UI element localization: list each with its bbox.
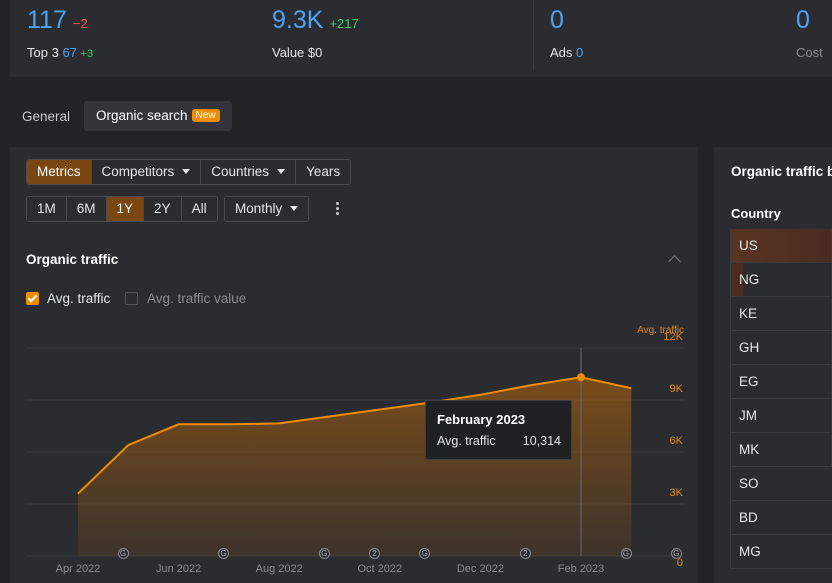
top3-value[interactable]: 67 [62, 45, 77, 60]
stat-traffic[interactable]: 9.3K +217 [272, 6, 359, 35]
stat-paid-traffic[interactable]: 0 [796, 6, 810, 35]
paid-keywords-value: 0 [550, 6, 564, 34]
x-tick-label: Apr 2022 [55, 563, 101, 575]
value-amount: $0 [307, 45, 323, 60]
location-panel-title-clip: Organic traffic by location [731, 164, 832, 179]
keywords-delta: −2 [72, 16, 88, 31]
google-update-marker[interactable]: G [318, 548, 330, 559]
annotation-count-marker[interactable]: 2 [519, 548, 531, 559]
y-tick-label: 3K [669, 487, 683, 499]
more-options-icon[interactable] [336, 202, 339, 217]
caret-down-icon [182, 169, 191, 174]
traffic-value: 9.3K [272, 6, 324, 34]
country-row-ng[interactable]: NG [730, 263, 832, 297]
countries-label: Countries [211, 164, 270, 179]
tooltip-label: Avg. traffic [437, 434, 496, 448]
google-update-marker[interactable]: G [419, 548, 431, 559]
location-panel-title: Organic traffic by location [731, 164, 832, 179]
country-row-mk[interactable]: MK [730, 433, 832, 467]
google-update-marker[interactable]: G [218, 548, 230, 559]
y-tick-label: 6K [669, 435, 683, 447]
granularity-select[interactable]: Monthly [225, 197, 309, 221]
top3-delta: +3 [80, 48, 94, 60]
stats-bar [10, 0, 832, 77]
country-list: US NG KE GH EG JM MK SO BD MG [730, 229, 832, 569]
google-update-marker[interactable]: G [670, 548, 682, 559]
granularity-label: Monthly [235, 201, 283, 216]
avg-traffic-value-checkbox[interactable] [125, 292, 138, 305]
value-label: Value [272, 45, 305, 60]
x-tick-label: Oct 2022 [357, 563, 403, 575]
stat-paid-traffic-sub: Cost [796, 45, 823, 60]
range-1y-button[interactable]: 1Y [106, 197, 145, 221]
years-button[interactable]: Years [296, 160, 351, 184]
granularity-dropdown[interactable]: Monthly [224, 196, 310, 222]
ads-value[interactable]: 0 [576, 45, 584, 60]
tab-organic-search-label: Organic search [96, 108, 188, 123]
y-tick-label: 9K [669, 383, 683, 395]
y-tick-label: 0 [676, 557, 683, 569]
caret-down-icon [277, 169, 286, 174]
range-1m-button[interactable]: 1M [27, 197, 67, 221]
country-row-so[interactable]: SO [730, 467, 832, 501]
view-switcher: Metrics Competitors Countries Years [26, 159, 352, 185]
range-2y-button[interactable]: 2Y [144, 197, 182, 221]
stats-divider [533, 0, 534, 70]
range-6m-button[interactable]: 6M [66, 197, 107, 221]
metrics-button[interactable]: Metrics [27, 160, 92, 184]
new-badge: New [191, 109, 220, 122]
countries-dropdown[interactable]: Countries [201, 160, 297, 184]
organic-traffic-title: Organic traffic [26, 252, 119, 267]
location-panel [714, 147, 832, 583]
data-point[interactable] [577, 373, 585, 382]
traffic-delta: +217 [329, 16, 359, 31]
country-column-header[interactable]: Country [731, 206, 781, 221]
country-row-bd[interactable]: BD [730, 501, 832, 535]
x-tick-label: Feb 2023 [557, 563, 605, 575]
x-tick-label: Aug 2022 [255, 563, 303, 575]
country-row-jm[interactable]: JM [730, 399, 832, 433]
tab-organic-search[interactable]: Organic search New [84, 101, 232, 131]
google-update-marker[interactable]: G [620, 548, 632, 559]
y-axis-title: Avg. traffic [637, 325, 684, 336]
range-switcher: 1M 6M 1Y 2Y All [26, 196, 218, 222]
annotation-count-marker[interactable]: 2 [369, 548, 380, 559]
tooltip-value: 10,314 [522, 434, 561, 448]
google-update-marker[interactable]: G [117, 548, 129, 559]
stat-keywords[interactable]: 117 −2 [27, 6, 88, 35]
country-row-us[interactable]: US [730, 229, 832, 263]
keywords-value: 117 [27, 6, 67, 34]
country-row-ke[interactable]: KE [730, 297, 832, 331]
stat-paid-keywords-sub: Ads 0 [550, 45, 583, 60]
avg-traffic-checkbox[interactable] [26, 292, 39, 305]
competitors-label: Competitors [101, 164, 175, 179]
country-row-gh[interactable]: GH [730, 331, 832, 365]
range-all-button[interactable]: All [181, 197, 217, 221]
competitors-dropdown[interactable]: Competitors [91, 160, 202, 184]
stat-paid-keywords[interactable]: 0 [550, 6, 564, 35]
y-tick-label: 12K [663, 331, 683, 343]
country-row-eg[interactable]: EG [730, 365, 832, 399]
x-tick-label: Dec 2022 [456, 563, 504, 575]
stat-traffic-sub: Value $0 [272, 45, 322, 60]
chart-tooltip: February 2023 Avg. traffic 10,314 [425, 400, 572, 460]
cost-label: Cost [796, 45, 823, 60]
paid-traffic-value: 0 [796, 6, 810, 34]
tooltip-title: February 2023 [437, 412, 526, 427]
country-row-mg[interactable]: MG [730, 535, 832, 569]
avg-traffic-legend[interactable]: Avg. traffic [47, 291, 111, 306]
ads-label: Ads [550, 45, 573, 60]
avg-traffic-value-legend[interactable]: Avg. traffic value [147, 291, 247, 306]
stat-keywords-sub: Top 3 67 +3 [27, 45, 93, 60]
tab-general[interactable]: General [22, 109, 71, 124]
x-tick-label: Jun 2022 [155, 563, 202, 575]
avg-traffic-line[interactable] [77, 376, 632, 495]
caret-down-icon [290, 206, 299, 211]
top3-label: Top 3 [27, 45, 59, 60]
